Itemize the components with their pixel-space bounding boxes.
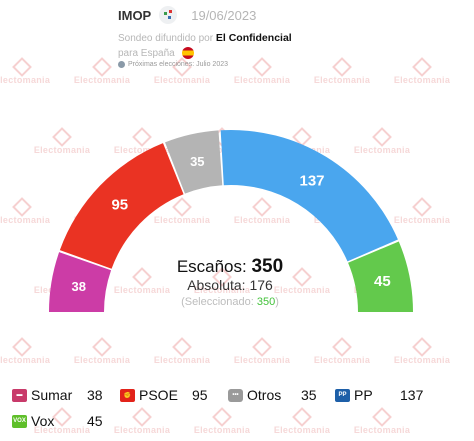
otros-dots-icon: ••• [228, 388, 243, 402]
hemicycle-segment-sumar[interactable] [49, 252, 112, 312]
legend-value: 38 [87, 387, 103, 403]
poll-header: IMOP 19/06/2023 Sondeo difundido por El … [118, 6, 418, 68]
selected-close: ) [275, 296, 279, 308]
legend-label: PSOE [139, 387, 178, 403]
seats-label: Escaños: [176, 257, 247, 276]
outlet-link[interactable]: El Confidencial [215, 32, 292, 44]
legend-label: Otros [247, 387, 282, 403]
pollster-name: IMOP [118, 7, 152, 23]
segment-label-vox: 45 [374, 273, 391, 290]
majority-value: 176 [249, 277, 273, 293]
legend-value: 137 [400, 387, 424, 403]
legend-item-otros[interactable]: ••• Otros [228, 380, 281, 410]
watermark-text: Electomania [0, 337, 64, 365]
psoe-logo-icon: ✊ [120, 388, 135, 402]
hemicycle-segment-psoe[interactable] [59, 143, 184, 269]
segment-label-otros: 35 [190, 154, 204, 169]
watermark-text: Electomania [380, 337, 464, 365]
segment-label-psoe: 95 [111, 197, 128, 214]
poll-date: 19/06/2023 [191, 7, 257, 23]
hemicycle-segment-otros[interactable] [165, 130, 223, 194]
watermark-text: Electomania [140, 337, 224, 365]
legend-item-pp[interactable]: PP PP [335, 380, 373, 410]
watermark-text: Electomania [300, 337, 384, 365]
seat-summary: Escaños: 350 Absoluta: 176 (Seleccionado… [150, 256, 310, 308]
spain-flag-icon [181, 47, 194, 59]
calendar-icon [118, 61, 125, 68]
legend-value: 35 [301, 387, 317, 403]
legend-label: Vox [31, 413, 55, 429]
selected-label: (Seleccionado: [181, 296, 254, 308]
legend-item-vox[interactable]: VOX Vox [12, 406, 54, 436]
byline: Sondeo difundido por El Confidencial [118, 32, 418, 44]
sumar-logo-icon: ▬ [12, 388, 27, 402]
hemicycle-chart: 38 95 35 137 45 [49, 130, 413, 312]
pollster-logo-icon [159, 6, 178, 24]
legend-item-sumar[interactable]: ▬ Sumar [12, 380, 72, 410]
seats-total: 350 [251, 256, 284, 277]
segment-label-sumar: 38 [72, 279, 86, 294]
watermark-text: Electomania [220, 337, 304, 365]
legend-label: PP [354, 387, 373, 403]
legend-value: 95 [192, 387, 208, 403]
hemicycle-segment-vox[interactable] [348, 241, 413, 312]
legend-item-psoe[interactable]: ✊ PSOE [120, 380, 178, 410]
selected-value: 350 [256, 296, 276, 308]
country-line: para España [118, 47, 175, 59]
vox-logo-icon: VOX [12, 414, 27, 428]
next-elections: Próximas elecciones: Julio 2023 [128, 61, 228, 68]
legend-label: Sumar [31, 387, 73, 403]
legend-value: 45 [87, 413, 103, 429]
byline-prefix: Sondeo difundido por [118, 33, 214, 44]
majority-label: Absoluta: [187, 277, 246, 293]
segment-label-pp: 137 [300, 172, 325, 189]
hemicycle-segment-pp[interactable] [220, 130, 398, 262]
pp-logo-icon: PP [335, 388, 350, 402]
legend: ▬ Sumar 38 ✊ PSOE 95 ••• Otros 35 PP PP … [0, 378, 474, 441]
watermark-text: Electomania [60, 337, 144, 365]
